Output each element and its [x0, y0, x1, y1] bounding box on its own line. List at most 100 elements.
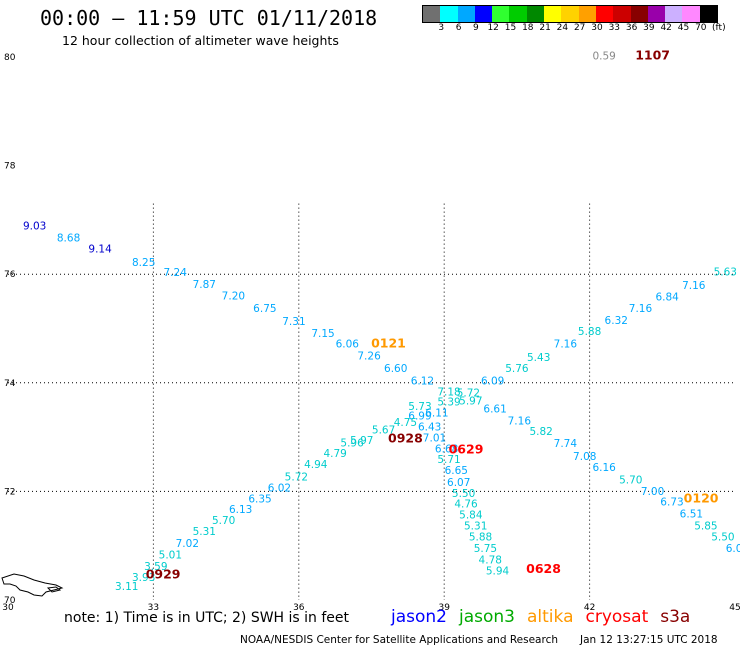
color-swatch	[595, 6, 614, 22]
satellite-legend-item: jason3	[459, 607, 515, 627]
color-scale-tick: 70	[695, 23, 707, 33]
wave-height-value: 7.24	[164, 267, 188, 279]
wave-height-value: 6.09	[481, 375, 504, 387]
satellite-legend: jason2 jason3 altika cryosat s3a	[391, 607, 702, 627]
color-swatch	[647, 6, 666, 22]
latitude-tick-label: 78	[4, 162, 16, 172]
wave-height-value: 5.96	[340, 437, 364, 449]
wave-height-value: 5.94	[486, 565, 510, 577]
wave-height-value: 6.61	[483, 404, 506, 416]
pass-time-label: 0629	[449, 441, 484, 456]
wave-height-value: 7.16	[682, 280, 706, 292]
wave-height-value: 6.16	[592, 462, 616, 474]
wave-height-value: 6.02	[268, 482, 291, 494]
pass-time-label: 0120	[684, 490, 719, 505]
generated-timestamp: Jan 12 13:27:15 UTC 2018	[580, 634, 718, 646]
longitude-tick-label: 36	[293, 603, 305, 613]
color-scale-tick: 12	[487, 23, 499, 33]
wave-height-value: 5.70	[619, 474, 642, 486]
latitude-tick-label: 76	[4, 270, 16, 280]
wave-height-value: 9.14	[88, 243, 112, 255]
satellite-legend-item: jason2	[391, 607, 447, 627]
wave-height-value: 5.50	[452, 488, 475, 500]
wave-height-value: 6.68	[435, 443, 458, 455]
pass-time-label: 0628	[526, 561, 561, 576]
color-scale-tick: 6	[455, 23, 462, 33]
wave-height-value: 3.11	[115, 581, 138, 593]
wave-height-value: 7.08	[573, 451, 596, 463]
wave-height-value: 6.60	[384, 363, 407, 375]
pass-time-label: 0929	[146, 566, 181, 581]
color-scale-tick: 30	[591, 23, 603, 33]
pass-time-label: 0928	[388, 431, 423, 446]
wave-height-value: 5.72	[457, 387, 480, 399]
color-scale-tick: 21	[539, 23, 551, 33]
wave-height-value: 5.71	[437, 454, 460, 466]
color-swatch	[457, 6, 475, 22]
color-scale-bar	[422, 5, 719, 23]
color-scale-tick: 33	[608, 23, 621, 33]
color-swatch	[544, 6, 562, 22]
wave-height-value: 7.18	[437, 386, 460, 398]
pass-time-label: 0121	[371, 336, 406, 351]
latitude-tick-label: 70	[4, 596, 16, 606]
wave-height-value: 8.68	[57, 233, 80, 245]
wave-height-value: 7.87	[193, 279, 216, 291]
latitude-tick-label: 74	[4, 379, 16, 389]
pass-time-labels: 1107 0121 0928 0629 0120 0628 0929	[146, 48, 719, 582]
wave-height-value: 6.99	[408, 411, 431, 423]
color-scale-tick: 15	[504, 23, 517, 33]
color-scale-tick: 36	[625, 23, 638, 33]
wave-height-value: 7.15	[311, 328, 334, 340]
longitude-tick-label: 30	[2, 603, 14, 613]
wave-height-value: 5.88	[578, 326, 601, 338]
wave-height-value: 4.94	[304, 459, 328, 471]
wave-height-value: 6.06	[336, 339, 360, 351]
note-text: note: 1) Time is in UTC; 2) SWH is in fe…	[64, 610, 350, 626]
color-scale-tick: 24	[556, 23, 569, 33]
longitude-tick-label: 42	[584, 603, 595, 613]
wave-height-value: 5.01	[159, 550, 182, 562]
color-scale-tick: 45	[677, 23, 690, 33]
wave-height-value: 5.73	[408, 401, 431, 413]
wave-height-value: 0.59	[592, 51, 615, 63]
color-swatch	[578, 6, 596, 22]
wave-height-value: 4.78	[479, 555, 502, 567]
wave-height-value: 9.03	[23, 221, 46, 233]
satellite-legend-item: altika	[527, 607, 574, 627]
wave-height-value: 5.85	[694, 520, 717, 532]
wave-height-value: 6.35	[248, 493, 271, 505]
credit-text: NOAA/NESDIS Center for Satellite Applica…	[240, 634, 558, 646]
wave-height-value: 6.84	[655, 291, 679, 303]
wave-height-value: 5.82	[529, 426, 552, 438]
wave-height-value: 5.88	[469, 531, 492, 543]
wave-height-value: 5.31	[193, 526, 216, 538]
longitude-tick-label: 45	[729, 603, 740, 613]
wave-height-value: 7.01	[423, 432, 446, 444]
wave-height-value: 4.75	[394, 417, 417, 429]
wave-height-value: 6.07	[447, 477, 470, 489]
color-swatch	[665, 6, 683, 22]
wave-height-value: 4.76	[454, 499, 478, 511]
color-swatch	[492, 6, 510, 22]
color-scale-tick: 39	[643, 23, 655, 33]
wave-height-value: 7.02	[176, 538, 199, 550]
color-scale-tick: 3	[438, 23, 445, 33]
color-swatch	[509, 6, 527, 22]
longitude-tick-label: 39	[438, 603, 450, 613]
color-swatch	[699, 6, 718, 22]
wave-height-value: 4.79	[323, 448, 346, 460]
color-scale-unit: (ft)	[712, 23, 726, 33]
wave-height-value: 5.67	[372, 424, 395, 436]
wave-height-value: 5.63	[714, 266, 737, 278]
wave-height-value: 5.72	[285, 472, 308, 484]
longitude-tick-label: 33	[148, 603, 159, 613]
wave-height-value: 8.25	[132, 257, 155, 269]
wave-height-value: 5.70	[212, 515, 235, 527]
wave-height-value: 7.20	[222, 291, 245, 303]
wave-height-value: 7.16	[508, 416, 532, 428]
wave-height-value: 6.43	[418, 422, 441, 434]
color-scale-tick: 9	[473, 23, 479, 33]
wave-height-value: 6.09	[726, 543, 740, 555]
